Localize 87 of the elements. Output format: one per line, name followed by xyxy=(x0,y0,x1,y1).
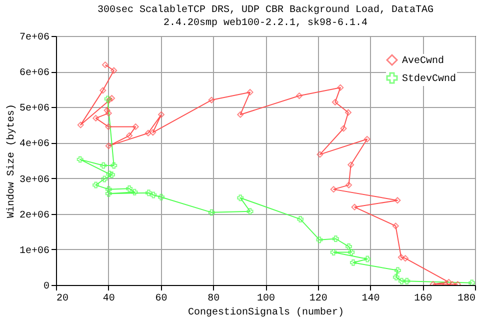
point xyxy=(132,123,139,130)
point xyxy=(345,109,352,116)
y-tick-label: 1e+06 xyxy=(19,246,50,257)
point xyxy=(398,254,404,260)
point xyxy=(350,259,356,266)
point xyxy=(346,243,352,250)
x-tick-label: 40 xyxy=(102,294,115,304)
point xyxy=(296,92,303,99)
x-axis-title: CongestionSignals (number) xyxy=(188,306,344,318)
y-tick-label: 0 xyxy=(43,282,50,292)
point xyxy=(76,156,84,163)
point xyxy=(404,278,410,284)
point xyxy=(100,162,107,169)
point xyxy=(145,190,152,196)
y-tick-label: 6e+06 xyxy=(19,68,50,80)
point xyxy=(316,151,324,158)
point xyxy=(208,209,215,216)
point xyxy=(158,194,165,200)
point xyxy=(100,87,106,94)
point xyxy=(92,114,100,122)
point xyxy=(208,96,215,104)
x-tick-label: 180 xyxy=(457,294,476,304)
y-tick-label: 5e+06 xyxy=(19,104,50,115)
point xyxy=(77,122,84,128)
point xyxy=(108,171,116,178)
point xyxy=(126,185,133,192)
point xyxy=(348,249,355,256)
point xyxy=(297,216,304,222)
point xyxy=(105,123,112,130)
x-tick-label: 160 xyxy=(414,294,432,304)
point xyxy=(237,111,244,118)
x-tick-label: 20 xyxy=(56,294,69,304)
point xyxy=(394,267,401,274)
point xyxy=(105,142,112,150)
point xyxy=(110,162,118,169)
x-tick-label: 60 xyxy=(155,294,168,304)
point xyxy=(105,190,112,197)
point xyxy=(332,236,339,242)
point xyxy=(104,107,110,114)
y-tick-label: 7e+06 xyxy=(19,32,50,44)
point xyxy=(110,67,118,74)
point xyxy=(316,236,323,244)
point xyxy=(101,176,108,182)
point xyxy=(105,110,112,116)
legend-label: StdevCwnd xyxy=(402,73,456,85)
point xyxy=(394,197,401,204)
point xyxy=(246,208,254,215)
point xyxy=(330,186,337,193)
point xyxy=(144,130,152,136)
point xyxy=(158,111,165,118)
x-tick-label: 140 xyxy=(362,294,380,304)
point xyxy=(446,278,452,285)
y-tick-label: 4e+06 xyxy=(19,139,50,150)
point xyxy=(237,194,244,202)
x-tick-label: 120 xyxy=(309,294,328,304)
point xyxy=(402,255,409,262)
point xyxy=(398,278,405,284)
point xyxy=(330,249,337,256)
x-tick-label: 100 xyxy=(256,294,276,304)
point xyxy=(106,170,113,178)
y-tick-label: 2e+06 xyxy=(19,210,50,222)
point xyxy=(346,182,352,188)
point xyxy=(108,95,116,102)
y-tick-label: 3e+06 xyxy=(19,174,50,186)
point xyxy=(348,162,354,168)
point xyxy=(340,125,347,132)
point xyxy=(392,274,400,280)
point xyxy=(131,188,138,196)
legend-label: AveCwnd xyxy=(402,55,444,67)
chart-subtitle: 2.4.20smp web100-2.2.1, sk98-6.1.4 xyxy=(163,17,368,29)
point xyxy=(126,132,133,139)
point xyxy=(332,98,338,106)
point xyxy=(92,182,100,188)
chart-title: 300sec ScalableTCP DRS, UDP CBR Background Load, DataTAG xyxy=(97,4,434,16)
x-tick-label: 80 xyxy=(208,294,220,304)
point xyxy=(102,62,108,68)
point xyxy=(337,84,344,91)
point xyxy=(364,136,370,142)
point xyxy=(150,192,157,198)
point xyxy=(392,222,399,230)
point xyxy=(246,88,254,96)
point xyxy=(351,204,358,210)
point xyxy=(468,280,475,285)
y-axis-title: Window Size (bytes) xyxy=(5,104,18,218)
point xyxy=(105,186,112,193)
point xyxy=(364,256,371,262)
point xyxy=(150,129,156,136)
